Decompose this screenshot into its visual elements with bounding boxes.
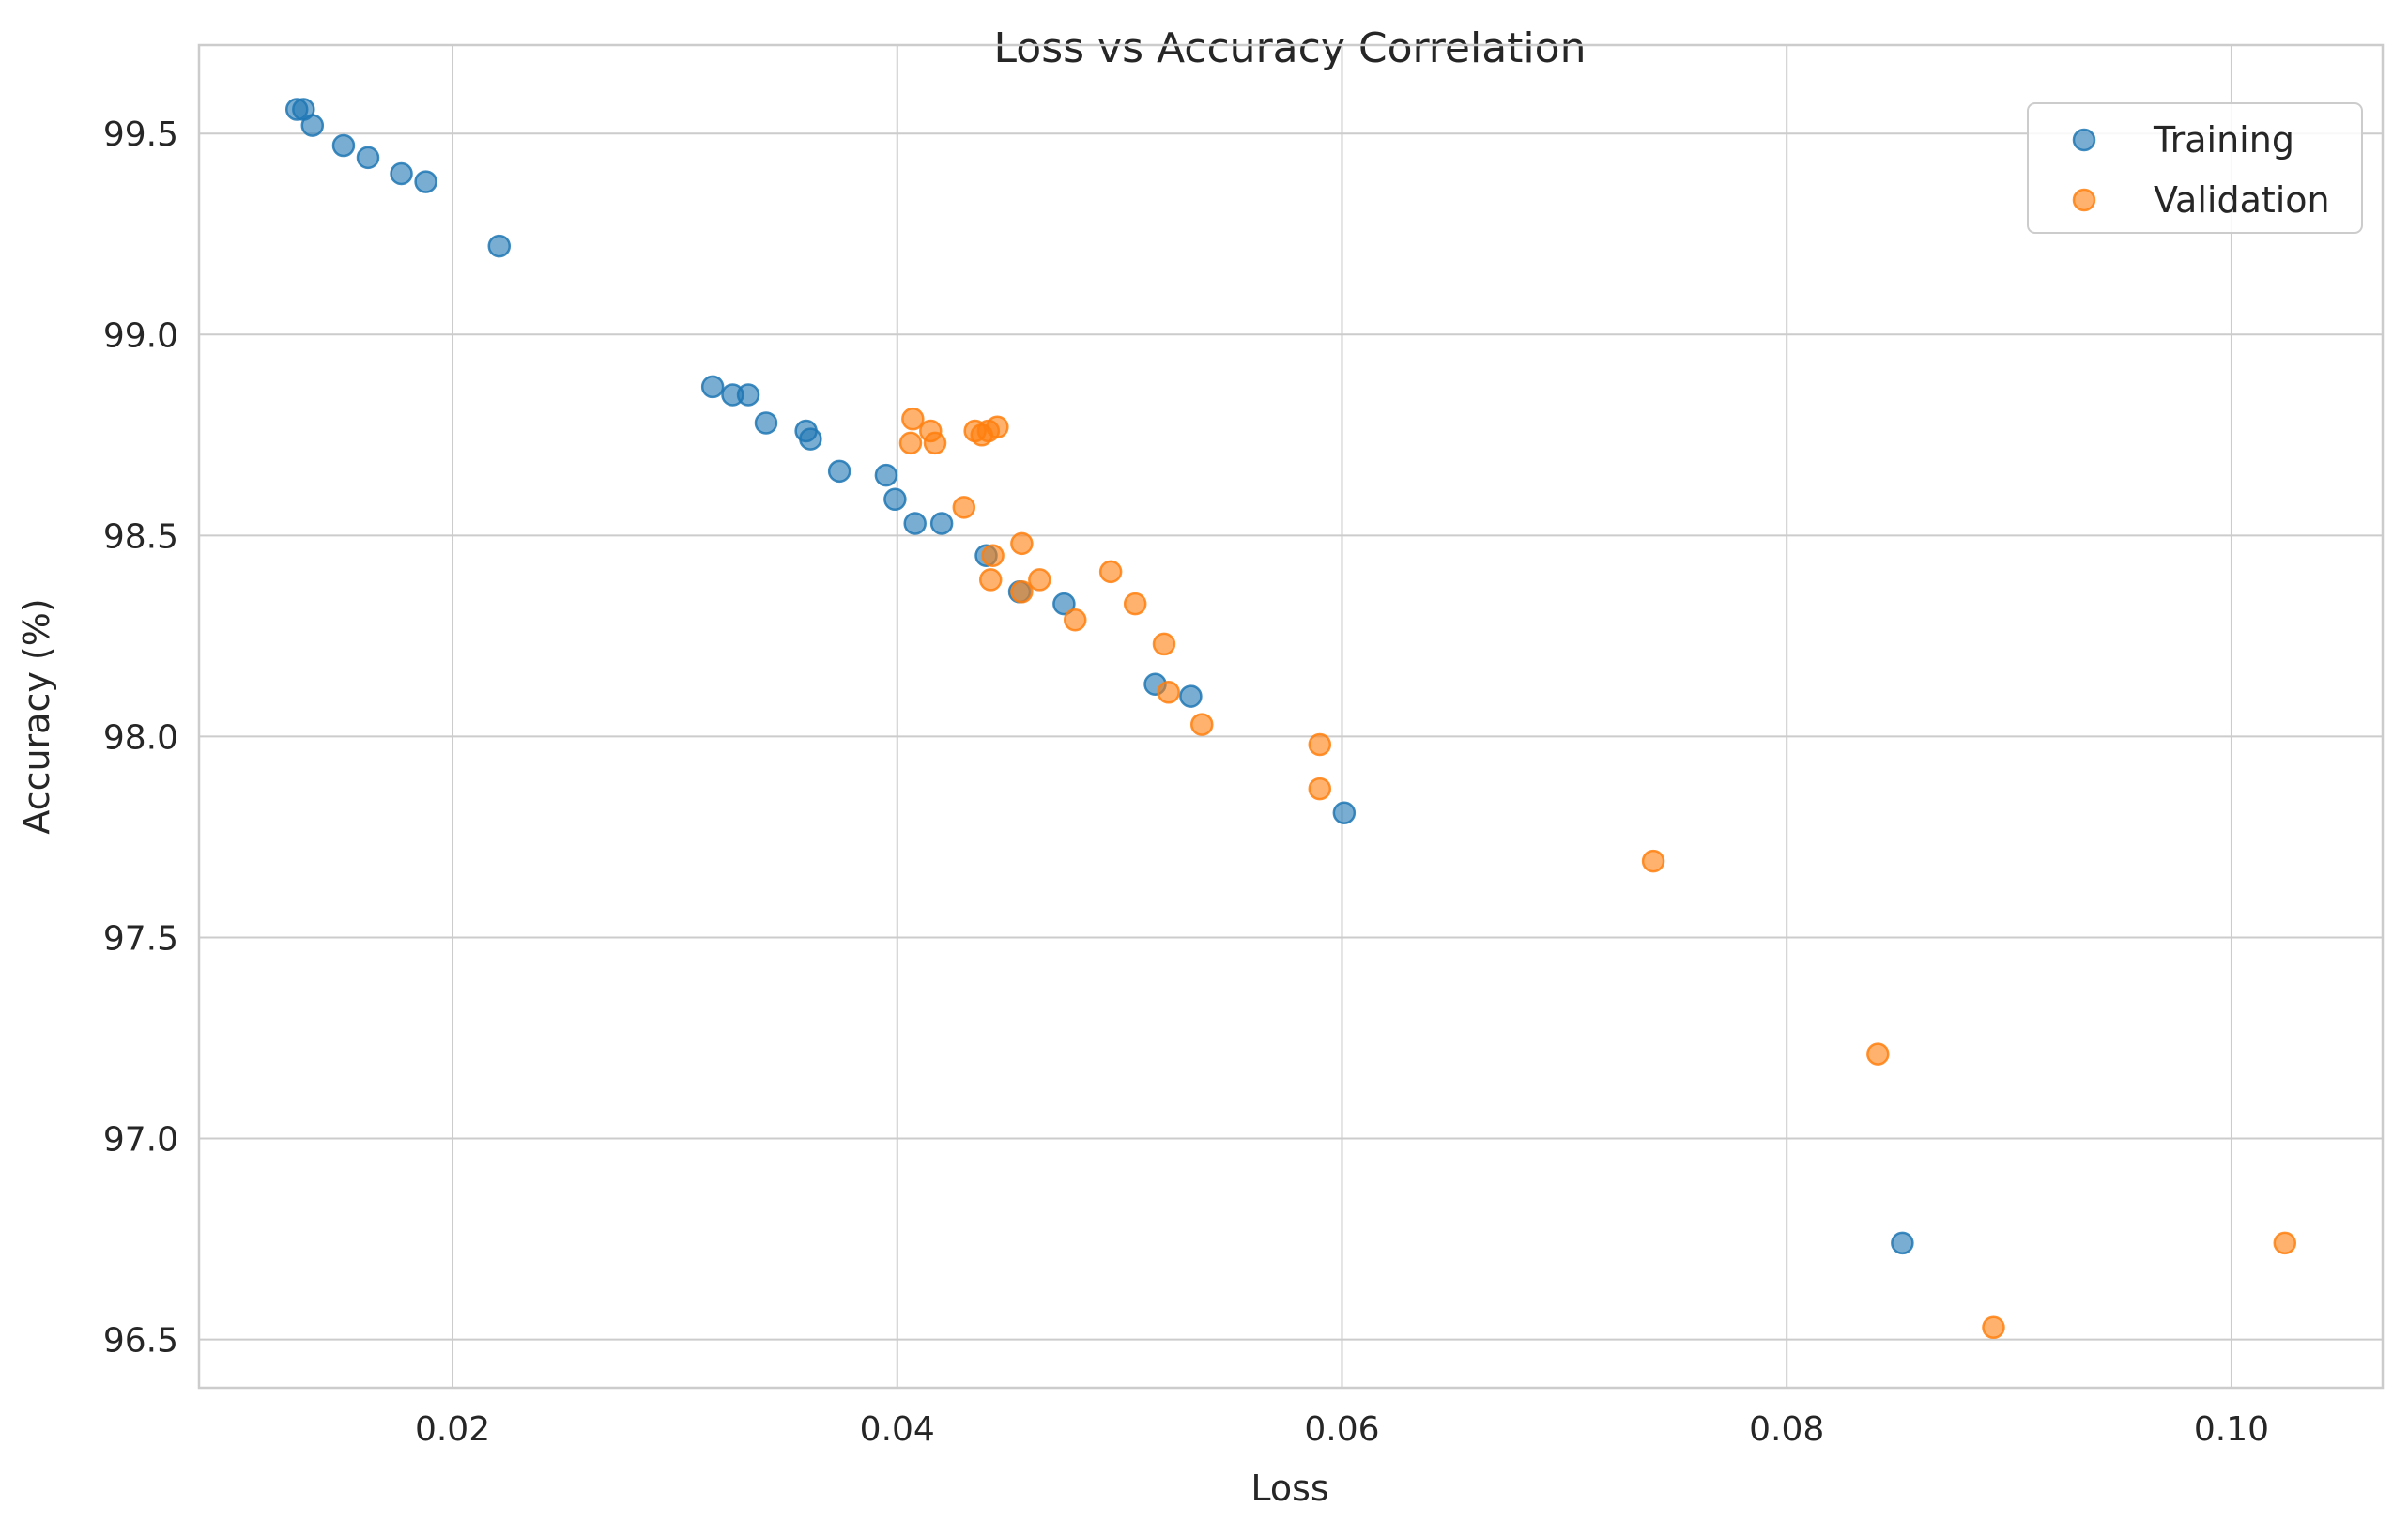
data-point-training (390, 161, 413, 186)
data-point-validation (1028, 568, 1051, 592)
data-point-validation (2273, 1231, 2297, 1255)
data-points (284, 98, 2297, 1340)
legend-label-validation: Validation (2154, 179, 2330, 221)
data-point-validation (1308, 777, 1332, 801)
data-point-validation (1190, 713, 1214, 736)
data-point-validation (901, 407, 925, 431)
y-tick-label: 99.0 (103, 316, 178, 355)
data-point-validation (923, 431, 947, 455)
plot-frame (197, 43, 2385, 1390)
data-point-validation (1308, 732, 1332, 757)
legend-marker-training (2072, 128, 2096, 152)
y-axis-ticks: 96.5 97.0 97.5 98.0 98.5 99.0 99.5 (103, 115, 178, 1360)
data-point-training (754, 411, 778, 435)
data-point-training (300, 114, 325, 137)
data-point-training (883, 487, 907, 512)
data-point-validation (1010, 580, 1034, 604)
x-axis-label: Loss (1250, 1468, 1328, 1509)
legend: Training Validation (2027, 102, 2363, 234)
data-point-validation (1152, 632, 1176, 656)
data-point-training (356, 146, 380, 170)
x-axis-ticks: 0.02 0.04 0.06 0.08 0.10 (415, 1410, 2269, 1449)
data-point-validation (952, 496, 976, 519)
data-point-validation (898, 431, 923, 455)
data-point-training (700, 375, 725, 399)
data-point-training (1332, 801, 1357, 825)
data-point-validation (1866, 1042, 1890, 1066)
data-point-training (827, 459, 851, 484)
chart-title: Loss vs Accuracy Correlation (994, 24, 1587, 72)
data-point-validation (986, 415, 1009, 438)
data-point-training (929, 512, 954, 535)
data-point-validation (978, 568, 1003, 592)
y-tick-label: 97.0 (103, 1121, 178, 1160)
data-point-validation (1641, 849, 1665, 873)
legend-label-training: Training (2153, 119, 2294, 161)
data-point-training (736, 383, 760, 407)
y-tick-label: 98.5 (103, 517, 178, 556)
series-validation (898, 407, 2297, 1340)
data-point-training (1179, 684, 1203, 708)
x-tick-label: 0.04 (860, 1410, 935, 1449)
x-tick-label: 0.08 (1749, 1410, 1824, 1449)
data-point-training (331, 133, 356, 158)
data-point-training (874, 463, 898, 487)
data-point-validation (1157, 681, 1180, 704)
y-axis-label: Accuracy (%) (16, 598, 57, 834)
data-point-validation (1010, 531, 1034, 556)
data-point-validation (1982, 1315, 2005, 1340)
data-point-training (487, 234, 512, 258)
x-tick-label: 0.10 (2194, 1410, 2269, 1449)
x-tick-label: 0.02 (415, 1410, 490, 1449)
x-tick-label: 0.06 (1304, 1410, 1379, 1449)
legend-box (2027, 102, 2363, 234)
data-point-training (799, 427, 822, 451)
y-tick-label: 96.5 (103, 1322, 178, 1361)
data-point-training (1891, 1231, 1914, 1255)
y-tick-label: 97.5 (103, 919, 178, 958)
data-point-validation (1123, 592, 1147, 616)
data-point-training (903, 512, 927, 535)
data-point-validation (1063, 608, 1087, 632)
legend-marker-validation (2072, 188, 2096, 212)
data-point-validation (1098, 560, 1123, 584)
data-point-validation (981, 544, 1005, 567)
y-tick-label: 99.5 (103, 115, 178, 154)
y-tick-label: 98.0 (103, 718, 178, 757)
grid-lines (199, 45, 2383, 1388)
data-point-training (414, 170, 437, 193)
data-point-training (1052, 592, 1076, 616)
